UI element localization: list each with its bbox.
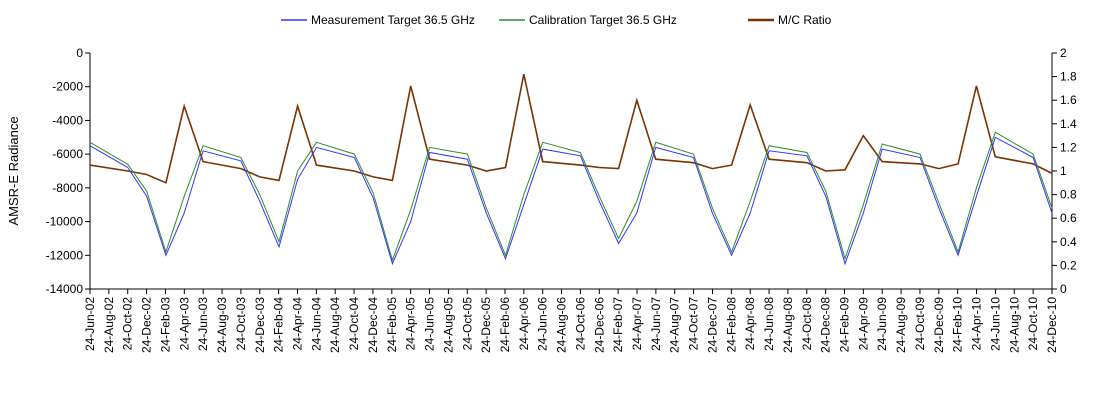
x-tick-label: 24-Jun-03 [196, 297, 210, 351]
legend-label-1: Calibration Target 36.5 GHz [529, 13, 677, 27]
x-tick-label: 24-Feb-10 [951, 297, 965, 353]
x-tick-label: 24-Aug-06 [555, 297, 569, 353]
y-tick-label: 0 [76, 46, 83, 60]
x-tick-label: 24-Oct-06 [573, 297, 587, 351]
x-tick-label: 24-Apr-08 [743, 297, 757, 351]
x-tick-label: 24-Oct-03 [234, 297, 248, 351]
x-tick-label: 24-Feb-04 [272, 297, 286, 353]
x-tick-label: 24-Aug-09 [894, 297, 908, 353]
series-line-1 [89, 131, 1053, 262]
x-tick-label: 24-Dec-06 [592, 297, 606, 353]
x-tick-label: 24-Jun-04 [309, 297, 323, 351]
y-tick-label: -2000 [52, 80, 83, 94]
x-tick-label: 24-Feb-06 [498, 297, 512, 353]
series-line-2 [89, 74, 1053, 184]
y2-tick-label: 1.6 [1060, 93, 1077, 107]
y2-axis-ticks: 2 1.8 1.6 1.4 1.2 1 0.8 0.6 0.4 0.2 0 [1052, 46, 1077, 296]
series-line-0 [89, 136, 1053, 266]
x-tick-label: 24-Jun-08 [762, 297, 776, 351]
y2-tick-label: 1 [1060, 164, 1067, 178]
y2-tick-label: 1.8 [1060, 70, 1077, 84]
x-tick-label: 24-Aug-10 [1007, 297, 1021, 353]
x-tick-label: 24-Oct-02 [121, 297, 135, 351]
y2-tick-label: 0.8 [1060, 188, 1077, 202]
y2-tick-label: 2 [1060, 46, 1067, 60]
x-tick-label: 24-Feb-03 [158, 297, 172, 353]
x-tick-label: 24-Oct-07 [687, 297, 701, 351]
x-tick-label: 24-Apr-09 [856, 297, 870, 351]
x-tick-label: 24-Oct-08 [800, 297, 814, 351]
x-tick-label: 24-Aug-04 [328, 297, 342, 353]
y2-tick-label: 0.4 [1060, 235, 1077, 249]
x-tick-label: 24-Apr-03 [177, 297, 191, 351]
x-tick-label: 24-Jun-10 [988, 297, 1002, 351]
x-tick-label: 24-Jun-02 [83, 297, 97, 351]
series-layer [89, 74, 1053, 266]
x-tick-label: 24-Apr-06 [517, 297, 531, 351]
x-tick-label: 24-Dec-05 [479, 297, 493, 353]
x-tick-label: 24-Dec-10 [1045, 297, 1059, 353]
x-tick-label: 24-Aug-02 [102, 297, 116, 353]
y-tick-label: -4000 [52, 113, 83, 127]
x-tick-label: 24-Jun-07 [649, 297, 663, 351]
x-tick-label: 24-Oct-10 [1026, 297, 1040, 351]
x-tick-label: 24-Dec-09 [932, 297, 946, 353]
y-tick-label: -10000 [46, 215, 84, 229]
y-tick-label: -12000 [46, 248, 84, 262]
x-tick-label: 24-Dec-04 [366, 297, 380, 353]
x-tick-label: 24-Jun-06 [536, 297, 550, 351]
x-tick-label: 24-Oct-09 [913, 297, 927, 351]
legend-label-0: Measurement Target 36.5 GHz [311, 13, 475, 27]
x-tick-label: 24-Aug-05 [441, 297, 455, 353]
legend-label-2: M/C Ratio [778, 13, 832, 27]
plot-area: 0-2000-4000-6000-8000-10000-12000-14000 … [46, 46, 1077, 353]
y2-tick-label: 0.2 [1060, 258, 1077, 272]
y-axis-ticks: 0 -2000 -4000 -6000 -8000 -10000 -12000 -14000 [46, 46, 90, 296]
x-tick-label: 24-Aug-03 [215, 297, 229, 353]
y-tick-label: -14000 [46, 282, 84, 296]
y2-tick-label: 1.4 [1060, 117, 1077, 131]
x-tick-label: 24-Dec-03 [253, 297, 267, 353]
x-tick-label: 24-Dec-02 [140, 297, 154, 353]
y-tick-label: -8000 [52, 181, 83, 195]
y-tick-label: -6000 [52, 147, 83, 161]
x-tick-label: 24-Apr-05 [404, 297, 418, 351]
x-tick-label: 24-Apr-10 [970, 297, 984, 351]
y2-tick-label: 0 [1060, 282, 1067, 296]
x-tick-label: 24-Jun-09 [875, 297, 889, 351]
x-tick-label: 24-Oct-05 [460, 297, 474, 351]
y2-tick-label: 1.2 [1060, 140, 1077, 154]
y2-tick-label: 0.6 [1060, 211, 1077, 225]
x-tick-label: 24-Feb-09 [838, 297, 852, 353]
x-tick-label: 24-Apr-04 [290, 297, 304, 351]
x-tick-label: 24-Feb-07 [611, 297, 625, 353]
legend: Measurement Target 36.5 GHz Calibration T… [281, 13, 832, 27]
x-tick-label: 24-Apr-07 [630, 297, 644, 351]
x-tick-label: 24-Oct-04 [347, 297, 361, 351]
x-tick-label: 24-Feb-05 [385, 297, 399, 353]
x-tick-label: 24-Feb-08 [724, 297, 738, 353]
y-axis-title: AMSR-E Radiance [6, 116, 21, 225]
x-tick-label: 24-Aug-07 [668, 297, 682, 353]
x-tick-label: 24-Jun-05 [423, 297, 437, 351]
x-tick-label: 24-Dec-07 [705, 297, 719, 353]
x-tick-label: 24-Aug-08 [781, 297, 795, 353]
x-tick-label: 24-Dec-08 [819, 297, 833, 353]
x-axis-ticks: 24-Jun-02 24-Aug-02 24-Oct-02 24-Dec-02 24-F… [83, 289, 1059, 353]
